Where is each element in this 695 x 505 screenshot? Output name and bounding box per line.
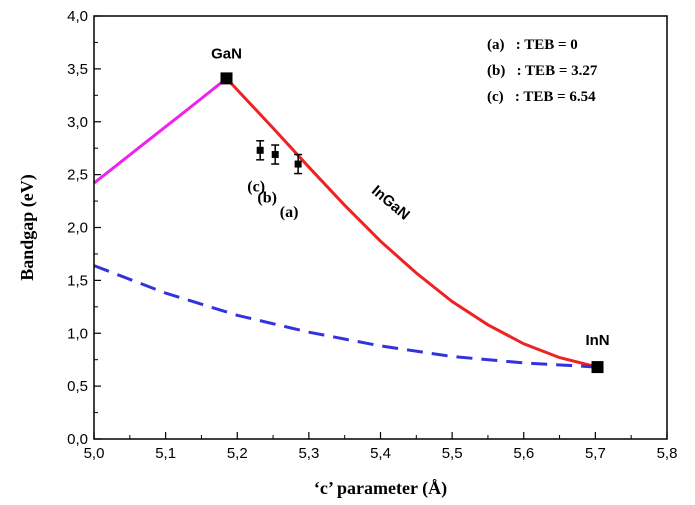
y-tick-label: 2,5: [67, 167, 88, 184]
x-tick-label: 5,1: [155, 445, 176, 462]
x-tick-label: 5,2: [227, 445, 248, 462]
markers-layer: [220, 72, 604, 374]
endpoint-marker-gan: [220, 72, 233, 85]
point-label-c: (c): [247, 178, 265, 195]
x-tick-label: 5,6: [513, 445, 534, 462]
legend: (a) : TEB = 0 (b) : TEB = 3.27 (c) : TEB…: [487, 37, 598, 105]
data-point-marker: [256, 146, 264, 154]
data-point-marker: [294, 160, 302, 168]
ingan-curve-label: InGaN: [368, 182, 413, 223]
y-tick-label: 0,0: [67, 431, 88, 448]
x-tick-label: 5,3: [298, 445, 319, 462]
x-tick-label: 5,0: [84, 445, 105, 462]
y-tick-label: 1,5: [67, 272, 88, 289]
x-tick-label: 5,7: [585, 445, 606, 462]
y-tick-label: 1,0: [67, 325, 88, 342]
inn-endpoint-label: InN: [585, 332, 609, 349]
series-line-2: [93, 264, 598, 369]
series-line-0: [93, 77, 228, 185]
x-tick-label: 5,8: [657, 445, 678, 462]
endpoint-marker-inn: [591, 361, 604, 374]
x-tick-label: 5,4: [370, 445, 391, 462]
legend-entry-b: (b) : TEB = 3.27: [487, 63, 598, 79]
y-axis-title: Bandgap (eV): [17, 174, 38, 281]
curves-layer: [93, 77, 598, 369]
y-tick-label: 0,5: [67, 378, 88, 395]
y-tick-label: 3,5: [67, 61, 88, 78]
x-tick-label: 5,5: [442, 445, 463, 462]
gan-endpoint-label: GaN: [211, 45, 242, 62]
y-tick-label: 3,0: [67, 114, 88, 131]
y-tick-label: 4,0: [67, 8, 88, 25]
point-label-b: (b): [257, 190, 277, 207]
point-label-a: (a): [280, 204, 299, 221]
legend-entry-a: (a) : TEB = 0: [487, 37, 578, 53]
data-point-marker: [271, 151, 279, 159]
legend-entry-c: (c) : TEB = 6.54: [487, 89, 596, 105]
y-tick-label: 2,0: [67, 220, 88, 237]
ticks-layer: 5,0 5,1 5,2 5,3 5,4 5,5 5,6 5,7 5,8 0,0 0,5 1,0 1,5 2…: [67, 8, 677, 462]
series-line-1: [225, 77, 598, 369]
x-axis-title: ‘c’ parameter (Å): [314, 478, 447, 499]
plot-frame: [93, 15, 668, 440]
